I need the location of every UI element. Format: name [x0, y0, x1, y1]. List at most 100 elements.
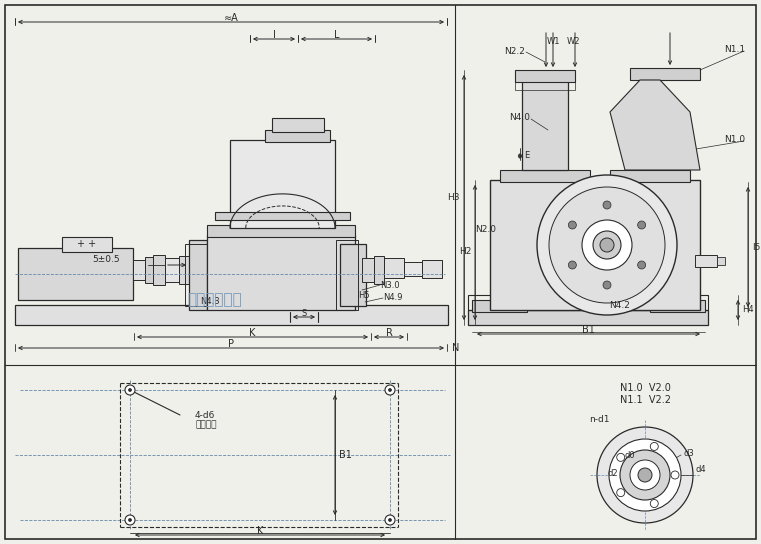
Text: I: I: [272, 30, 275, 40]
Circle shape: [125, 385, 135, 395]
Circle shape: [125, 515, 135, 525]
Bar: [336, 240, 358, 310]
Text: H5: H5: [358, 290, 370, 300]
Bar: [189, 240, 207, 310]
Text: d4: d4: [695, 466, 705, 474]
Bar: [153, 255, 165, 285]
Bar: [650, 300, 705, 312]
Bar: [62, 237, 112, 252]
Circle shape: [600, 238, 614, 252]
Circle shape: [129, 518, 132, 522]
Text: W1: W1: [546, 38, 560, 46]
Text: W2: W2: [566, 38, 580, 46]
Circle shape: [650, 499, 658, 508]
Circle shape: [597, 427, 693, 523]
Circle shape: [582, 220, 632, 270]
Bar: [185, 244, 211, 306]
Bar: [15, 305, 448, 325]
Bar: [265, 130, 330, 142]
Text: n-d1: n-d1: [590, 416, 610, 424]
Circle shape: [549, 187, 665, 303]
Text: N4.9: N4.9: [383, 294, 403, 302]
Bar: [133, 260, 145, 280]
Bar: [374, 256, 384, 284]
Text: d2: d2: [607, 468, 618, 478]
Text: N2.0: N2.0: [475, 226, 496, 234]
Text: N3.0: N3.0: [380, 281, 400, 289]
Circle shape: [603, 281, 611, 289]
Text: K: K: [250, 328, 256, 338]
Text: N1.0: N1.0: [724, 135, 745, 145]
Circle shape: [638, 468, 652, 482]
Bar: [207, 235, 355, 310]
Text: d0: d0: [624, 452, 635, 461]
Bar: [340, 244, 366, 306]
Circle shape: [385, 515, 395, 525]
Bar: [165, 258, 179, 282]
Text: N4.3: N4.3: [200, 298, 220, 306]
Text: L: L: [334, 30, 339, 40]
Bar: [422, 260, 442, 278]
Bar: [207, 225, 355, 237]
Text: B1: B1: [339, 450, 352, 460]
Bar: [468, 295, 708, 310]
Bar: [522, 80, 568, 170]
Text: N1.0  V2.0: N1.0 V2.0: [619, 383, 670, 393]
Bar: [272, 118, 324, 132]
Text: 地腳螺栓: 地腳螺栓: [195, 421, 216, 430]
Bar: [468, 310, 708, 325]
Bar: [490, 180, 700, 310]
Bar: [695, 255, 717, 267]
Bar: [362, 258, 374, 282]
Text: N2.2: N2.2: [504, 47, 525, 57]
Text: N1.1  V2.2: N1.1 V2.2: [619, 395, 670, 405]
Bar: [384, 258, 404, 278]
Bar: [18, 248, 133, 300]
Circle shape: [616, 453, 625, 461]
Circle shape: [638, 221, 645, 229]
Circle shape: [603, 201, 611, 209]
Bar: [230, 140, 335, 228]
Bar: [630, 68, 700, 80]
Text: B1: B1: [582, 325, 595, 335]
Text: P: P: [228, 339, 234, 349]
Bar: [515, 82, 575, 90]
Circle shape: [609, 439, 681, 511]
Circle shape: [638, 261, 645, 269]
Polygon shape: [610, 80, 700, 170]
Bar: [215, 212, 350, 220]
Circle shape: [568, 261, 576, 269]
Text: H2: H2: [459, 248, 471, 257]
Text: N4.2: N4.2: [610, 300, 630, 310]
Text: N: N: [452, 343, 460, 353]
Circle shape: [616, 489, 625, 497]
Circle shape: [593, 231, 621, 259]
Text: l5: l5: [752, 243, 760, 251]
Text: S: S: [301, 308, 307, 318]
Text: K: K: [256, 526, 263, 536]
Bar: [179, 256, 189, 284]
Text: 永嘉海洋泉阀: 永嘉海洋泉阀: [188, 293, 242, 307]
Circle shape: [650, 442, 658, 450]
Circle shape: [389, 388, 391, 392]
Circle shape: [568, 221, 576, 229]
Circle shape: [389, 518, 391, 522]
Text: E: E: [524, 151, 529, 160]
Text: N1.1: N1.1: [724, 46, 745, 54]
Text: R: R: [386, 328, 393, 338]
Text: H4: H4: [742, 306, 753, 314]
Bar: [472, 300, 527, 312]
Bar: [404, 262, 422, 276]
Circle shape: [537, 175, 677, 315]
Bar: [610, 170, 690, 182]
Bar: [500, 170, 590, 182]
Text: 5±0.5: 5±0.5: [92, 256, 120, 264]
Circle shape: [385, 385, 395, 395]
Text: + +: + +: [78, 239, 97, 249]
Text: H3: H3: [447, 193, 460, 201]
Circle shape: [129, 388, 132, 392]
Bar: [145, 257, 153, 283]
Bar: [717, 257, 725, 265]
Text: ≈A: ≈A: [224, 13, 238, 23]
Circle shape: [620, 450, 670, 500]
